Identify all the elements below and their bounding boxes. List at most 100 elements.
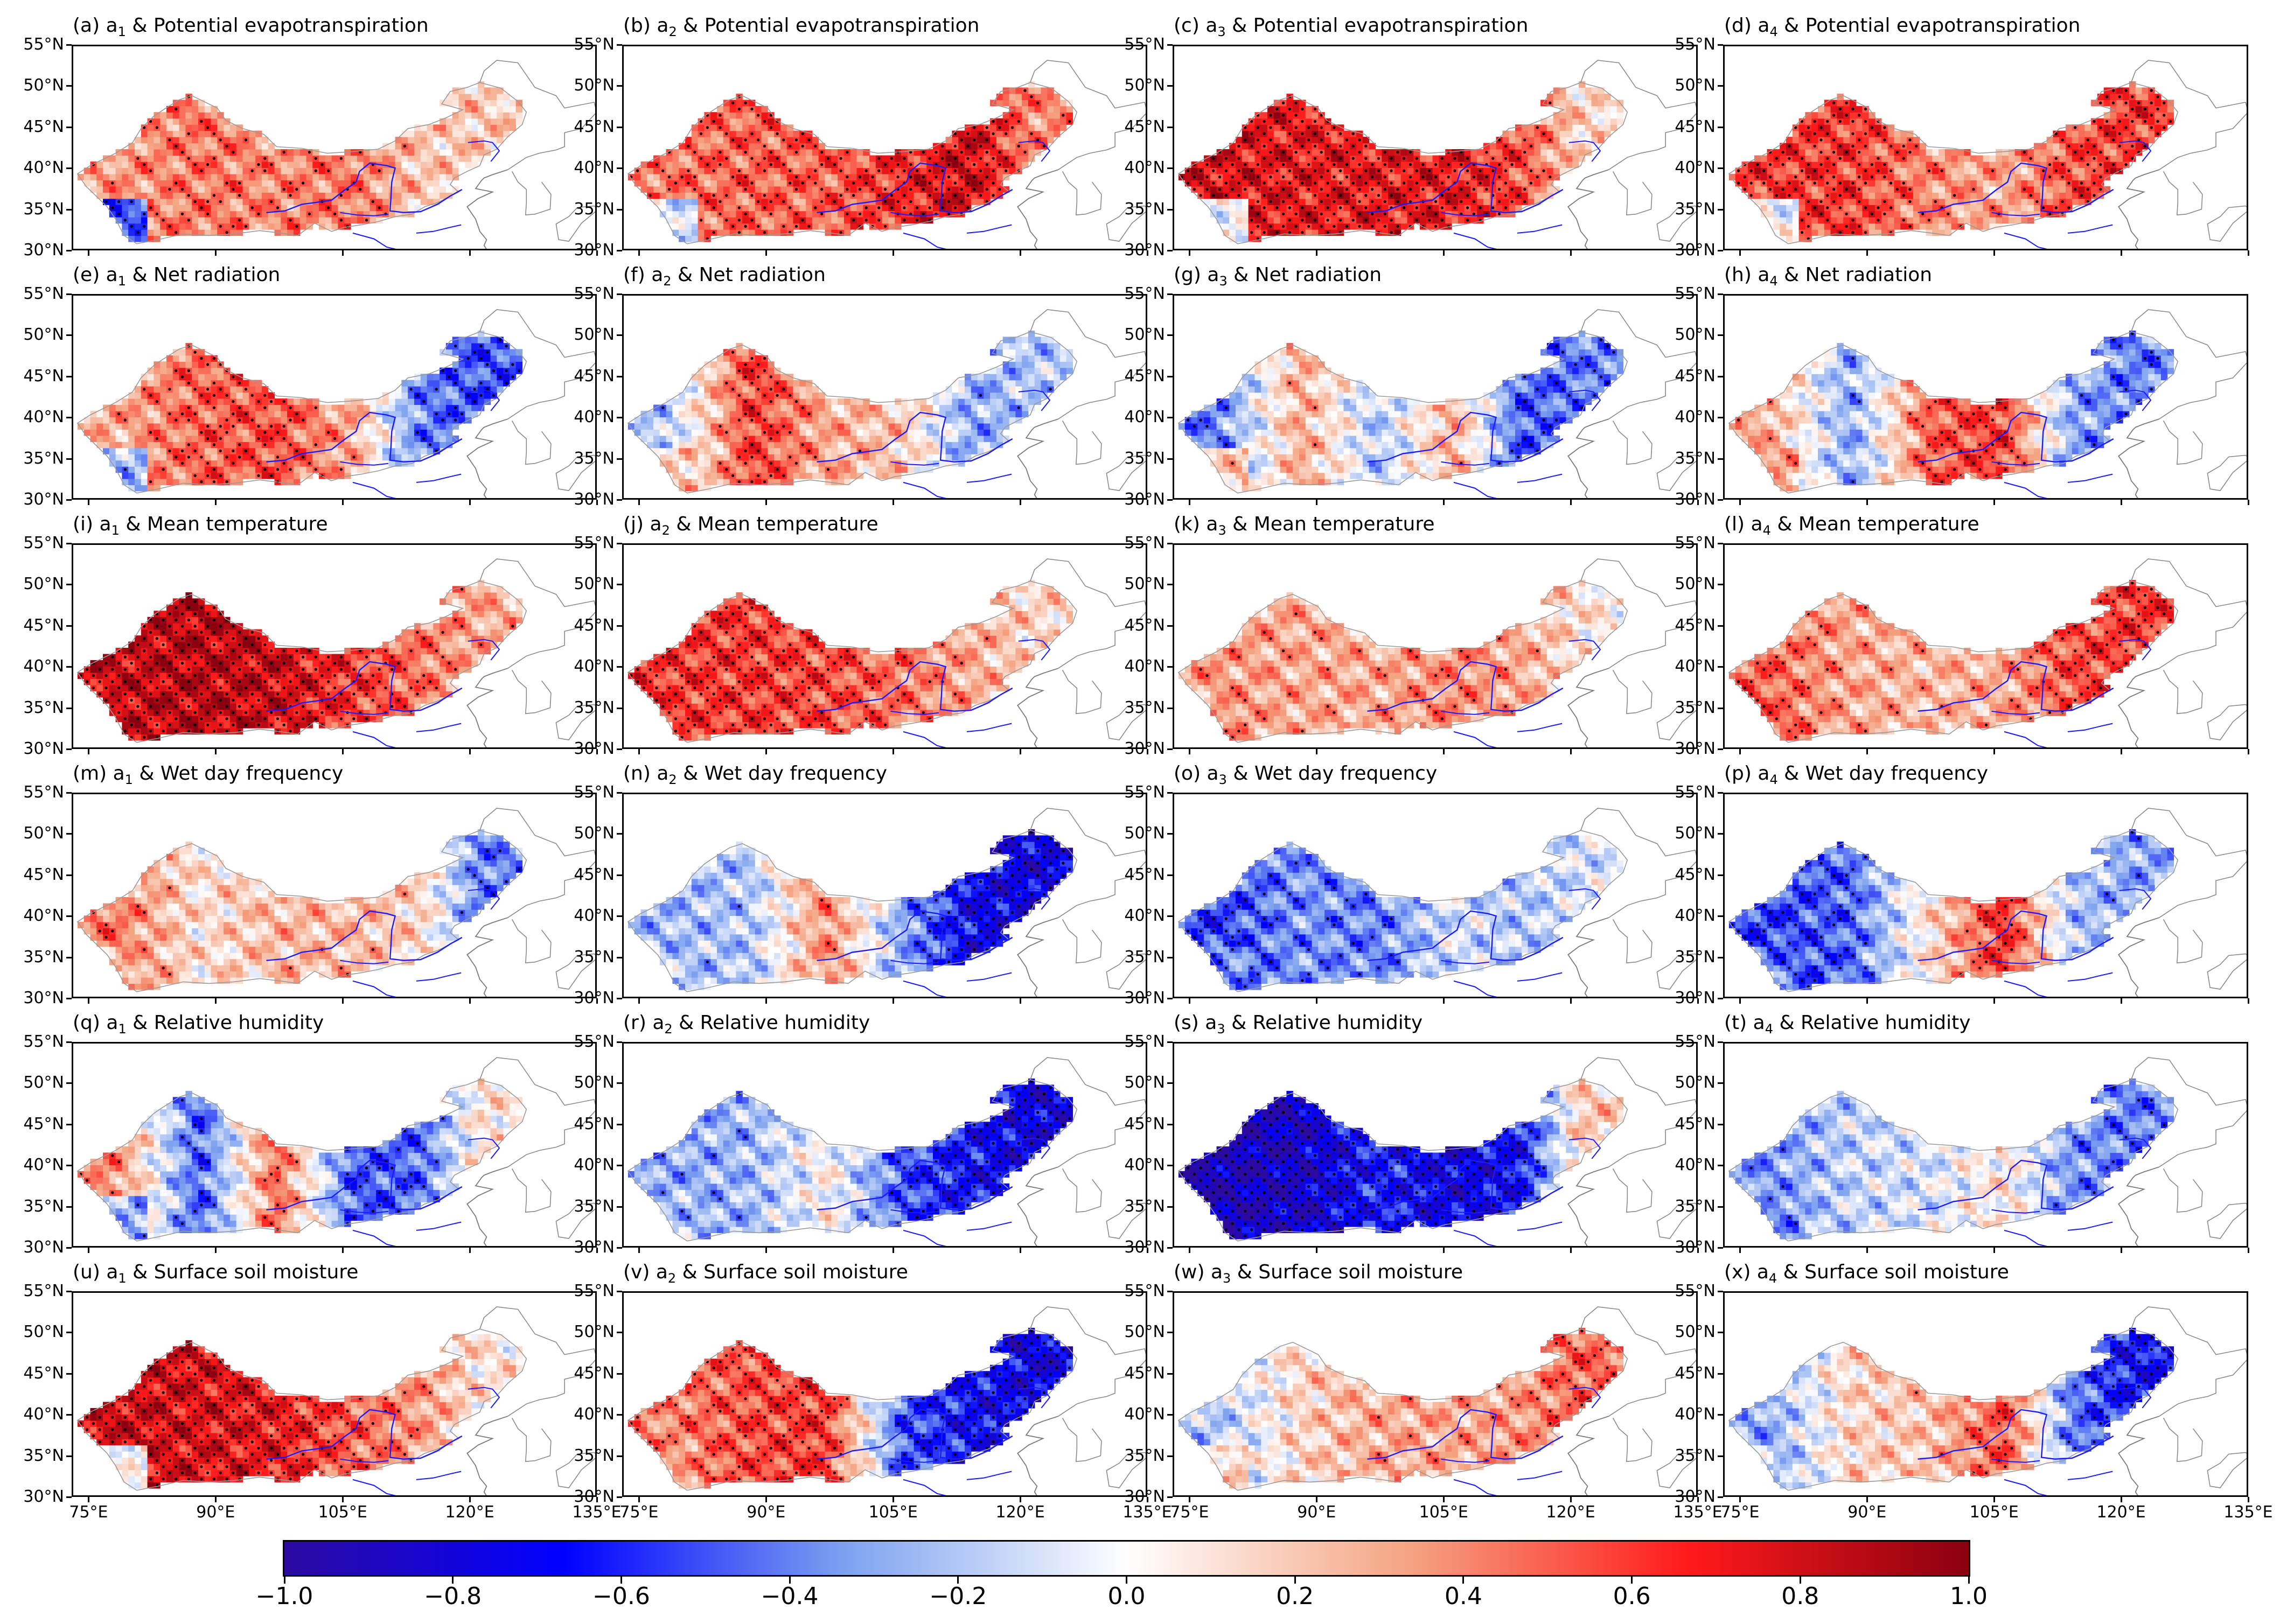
field-cell <box>786 217 794 224</box>
significance-dot <box>2054 157 2058 160</box>
field-cell <box>414 149 421 156</box>
field-cell <box>490 137 497 144</box>
field-cell <box>204 186 212 193</box>
field-cell <box>1394 192 1402 199</box>
significance-dot <box>655 163 658 166</box>
field-cell <box>1824 173 1831 180</box>
field-cell <box>1585 87 1592 94</box>
field-cell <box>2078 173 2085 180</box>
field-cell <box>1382 192 1389 199</box>
map-frame <box>72 45 597 250</box>
y-tick-label: 50°N <box>569 78 615 94</box>
field-cell <box>1273 186 1281 193</box>
field-cell <box>281 167 288 174</box>
significance-dot <box>1491 206 1495 209</box>
field-cell <box>2027 167 2034 174</box>
significance-dot <box>1017 120 1020 123</box>
field-cell <box>704 186 711 193</box>
significance-dot <box>257 163 260 166</box>
significance-dot <box>1845 114 1848 117</box>
coastline <box>1567 169 1609 249</box>
significance-dot <box>1858 187 1861 191</box>
field-cell <box>477 137 485 144</box>
field-cell <box>710 143 717 150</box>
field-cell <box>319 217 326 224</box>
field-cell <box>306 205 313 212</box>
field-cell <box>1216 198 1223 205</box>
field-cell <box>1054 130 1061 137</box>
field-cell <box>1944 167 1952 174</box>
field-cell <box>2091 130 2098 137</box>
field-cell <box>440 180 447 187</box>
field-cell <box>780 211 787 218</box>
field-cell <box>224 217 231 224</box>
field-cell <box>1856 167 1863 174</box>
panel-title: (c) a3 & Potential evapotranspiration <box>1174 15 1528 43</box>
field-cell <box>1369 192 1376 199</box>
field-cell <box>351 192 358 199</box>
field-cell <box>1818 192 1825 199</box>
field-cell <box>1913 161 1920 168</box>
significance-dot <box>1781 151 1784 154</box>
field-cell <box>1426 155 1433 162</box>
field-cell <box>863 161 870 168</box>
field-cell <box>2072 198 2079 205</box>
field-cell <box>965 173 972 180</box>
field-cell <box>679 155 686 162</box>
field-cell <box>1432 217 1439 224</box>
significance-dot <box>2131 144 2134 148</box>
field-cell <box>691 223 699 230</box>
field-cell <box>445 161 453 168</box>
correlation-field <box>77 81 523 242</box>
significance-dot <box>890 194 893 197</box>
field-cell <box>749 112 756 119</box>
significance-dot <box>776 157 779 160</box>
field-cell <box>1248 161 1255 168</box>
field-cell <box>103 167 110 174</box>
field-cell <box>1502 149 1509 156</box>
field-cell <box>1502 186 1509 193</box>
field-cell <box>749 186 756 193</box>
field-cell <box>433 124 440 131</box>
field-cell <box>376 198 383 205</box>
field-cell <box>856 155 863 162</box>
field-cell <box>882 155 889 162</box>
y-tick-mark <box>1167 126 1173 128</box>
field-cell <box>945 192 952 199</box>
field-cell <box>1343 167 1350 174</box>
significance-dot <box>979 194 982 197</box>
significance-dot <box>1269 138 1272 142</box>
field-cell <box>287 167 294 174</box>
significance-dot <box>1409 163 1412 166</box>
field-cell <box>914 211 921 218</box>
significance-dot <box>858 187 861 191</box>
significance-dot <box>1351 132 1355 135</box>
field-cell <box>1229 180 1236 187</box>
field-cell <box>679 180 686 187</box>
field-cell <box>1964 205 1971 212</box>
field-cell <box>242 173 249 180</box>
significance-dot <box>1472 200 1475 203</box>
significance-dot <box>903 194 906 197</box>
field-cell <box>306 155 313 162</box>
significance-dot <box>801 132 804 135</box>
field-cell <box>958 155 965 162</box>
significance-dot <box>1845 151 1848 154</box>
field-cell <box>2014 211 2021 218</box>
significance-dot <box>1263 206 1266 209</box>
field-cell <box>799 186 806 193</box>
field-cell <box>1837 161 1844 168</box>
field-cell <box>1862 223 1869 230</box>
field-cell <box>1350 161 1357 168</box>
field-cell <box>996 118 1003 125</box>
field-cell <box>1964 198 1971 205</box>
field-cell <box>2046 205 2053 212</box>
field-cell <box>1312 198 1319 205</box>
field-cell <box>1559 149 1566 156</box>
significance-dot <box>1743 176 1746 179</box>
field-cell <box>838 223 845 230</box>
field-cell <box>1293 192 1300 199</box>
field-cell <box>843 161 851 168</box>
field-cell <box>236 137 243 144</box>
field-cell <box>1261 173 1268 180</box>
